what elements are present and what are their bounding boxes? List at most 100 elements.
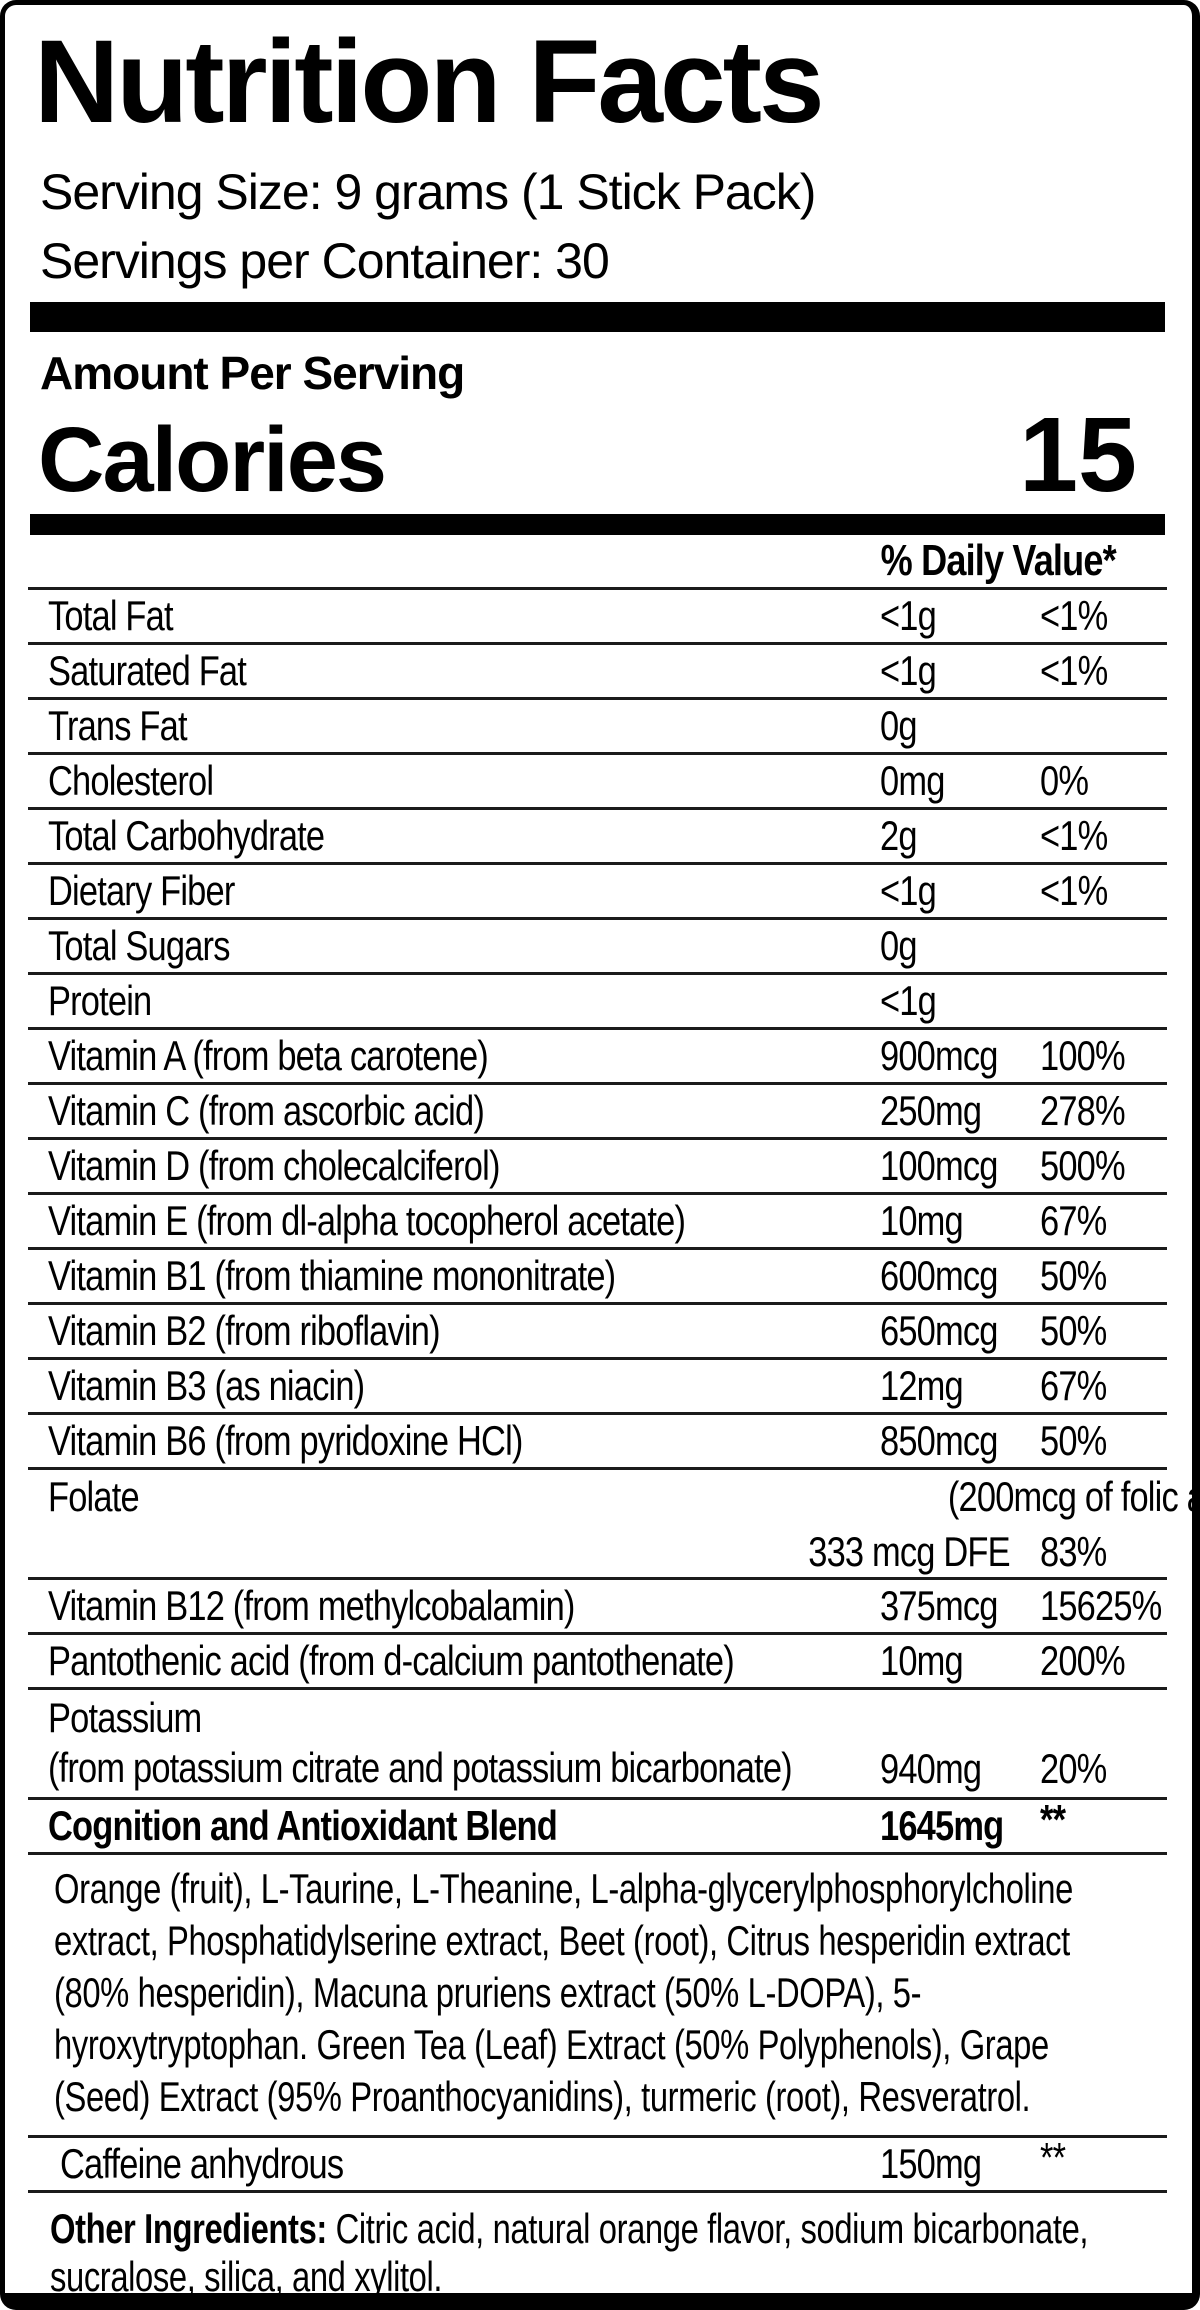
nutrient-percent: 50% <box>1040 1251 1107 1299</box>
nutrient-amount: <1g <box>880 976 937 1024</box>
nutrient-amount: 333 mcg DFE <box>808 1528 1010 1576</box>
nutrient-name: Vitamin B1 (from thiamine mononitrate) <box>48 1251 616 1299</box>
nutrient-name: Vitamin B12 (from methylcobalamin) <box>48 1581 575 1629</box>
nutrient-row: Saturated Fat <1g <1% <box>28 645 1167 700</box>
nutrient-percent <box>1040 922 1167 970</box>
nutrient-row: Folate (200mcg of folic acid) 333 mcg DFE 8… <box>28 1470 1192 1580</box>
nutrient-amount: 650mcg <box>880 1306 998 1354</box>
nutrient-amount: 900mcg <box>880 1031 998 1079</box>
nutrient-row: Vitamin A (from beta carotene) 900mcg 100% <box>28 1030 1167 1085</box>
nutrient-percent: 83% <box>1040 1528 1107 1576</box>
nutrient-amount: <1g <box>880 866 937 914</box>
nutrient-name: Vitamin B3 (as niacin) <box>48 1361 365 1409</box>
nutrient-row: Vitamin D (from cholecalciferol) 100mcg 50… <box>28 1140 1167 1195</box>
divider-bar-mid <box>30 513 1165 535</box>
nutrient-name: Cognition and Antioxidant Blend <box>48 1801 558 1849</box>
nutrient-name: Folate <box>48 1473 140 1521</box>
nutrient-amount: 150mg <box>880 2139 982 2187</box>
nutrient-percent: ** <box>1040 1795 1066 1843</box>
daily-value-header-row: % Daily Value* <box>28 535 1167 590</box>
nutrient-note: (200mcg of folic acid) <box>947 1473 1192 1521</box>
nutrient-percent: <1% <box>1040 591 1108 639</box>
nutrient-row: Vitamin B6 (from pyridoxine HCl) 850mcg 50… <box>28 1415 1167 1470</box>
nutrient-amount: 100mcg <box>880 1141 998 1189</box>
nutrient-percent <box>1040 702 1167 750</box>
nutrient-percent: 0% <box>1040 756 1089 804</box>
nutrient-percent: <1% <box>1040 646 1108 694</box>
nutrient-amount: 940mg <box>880 1745 982 1793</box>
nutrient-percent: 278% <box>1040 1086 1126 1134</box>
nutrient-name: Pantothenic acid (from d-calcium pantoth… <box>48 1636 735 1684</box>
nutrient-name: Total Fat <box>48 591 174 639</box>
nutrient-name: Saturated Fat <box>48 646 247 694</box>
nutrient-row: Vitamin B12 (from methylcobalamin) 375mcg… <box>28 1580 1167 1635</box>
nutrient-name: Caffeine anhydrous <box>60 2139 344 2187</box>
nutrient-percent: 200% <box>1040 1636 1126 1684</box>
nutrient-name: Vitamin C (from ascorbic acid) <box>48 1086 485 1134</box>
nutrient-row: Potassium (from potassium citrate and pot… <box>28 1690 1167 1800</box>
nutrient-percent: 67% <box>1040 1361 1107 1409</box>
blend-description: Orange (fruit), L-Taurine, L-Theanine, L… <box>54 1864 1073 2120</box>
nutrient-percent: 100% <box>1040 1031 1126 1079</box>
label-title: Nutrition Facts <box>34 16 825 148</box>
nutrient-row: Vitamin E (from dl-alpha tocopherol acet… <box>28 1195 1167 1250</box>
nutrient-row: Total Carbohydrate 2g <1% <box>28 810 1167 865</box>
nutrient-percent: <1% <box>1040 811 1108 859</box>
nutrient-percent: 50% <box>1040 1416 1107 1464</box>
nutrient-row: Vitamin B3 (as niacin) 12mg 67% <box>28 1360 1167 1415</box>
daily-value-header: % Daily Value* <box>880 535 1117 585</box>
nutrient-name: Vitamin B6 (from pyridoxine HCl) <box>48 1416 523 1464</box>
other-ingredients-label: Other Ingredients: <box>50 2204 327 2252</box>
nutrient-amount: 600mcg <box>880 1251 998 1299</box>
servings-per-container: Servings per Container: 30 <box>40 233 610 289</box>
serving-size: Serving Size: 9 grams (1 Stick Pack) <box>40 164 816 220</box>
nutrient-amount: 0g <box>880 701 917 749</box>
amount-per-serving-label: Amount Per Serving <box>40 347 465 399</box>
nutrient-name: Vitamin B2 (from riboflavin) <box>48 1306 441 1354</box>
facts-table: Total Fat <1g <1% Saturated Fat <1g <1% Trans … <box>28 590 1192 1855</box>
nutrient-name: Protein <box>48 976 152 1024</box>
other-ingredients-block: Other Ingredients: Citric acid, natural … <box>28 2193 1167 2293</box>
nutrient-row: Pantothenic acid (from d-calcium pantoth… <box>28 1635 1167 1690</box>
nutrient-row: Dietary Fiber <1g <1% <box>28 865 1167 920</box>
nutrient-name: Dietary Fiber <box>48 866 235 914</box>
nutrient-amount: <1g <box>880 646 937 694</box>
nutrient-row: Vitamin C (from ascorbic acid) 250mg 278% <box>28 1085 1167 1140</box>
other-ingredients: Other Ingredients: Citric acid, natural … <box>50 2204 1158 2293</box>
nutrient-percent: 15625% <box>1040 1581 1162 1629</box>
nutrient-name: Potassium (from potassium citrate and pot… <box>48 1694 793 1792</box>
nutrient-amount: 12mg <box>880 1361 964 1409</box>
nutrient-percent <box>1040 977 1167 1025</box>
nutrient-name: Vitamin D (from cholecalciferol) <box>48 1141 500 1189</box>
nutrient-percent: 50% <box>1040 1306 1107 1354</box>
nutrient-amount: 0mg <box>880 756 945 804</box>
blend-description-block: Orange (fruit), L-Taurine, L-Theanine, L… <box>28 1855 1167 2138</box>
nutrient-name: Vitamin E (from dl-alpha tocopherol acet… <box>48 1196 686 1244</box>
divider-bar-top <box>30 302 1165 332</box>
nutrient-amount: 850mcg <box>880 1416 998 1464</box>
nutrient-amount: 250mg <box>880 1086 982 1134</box>
nutrient-row: Vitamin B1 (from thiamine mononitrate) 60… <box>28 1250 1167 1305</box>
nutrient-percent: ** <box>1040 2133 1066 2181</box>
calories-label: Calories <box>38 409 387 511</box>
nutrient-row: Total Fat <1g <1% <box>28 590 1167 645</box>
nutrient-row: Vitamin B2 (from riboflavin) 650mcg 50% <box>28 1305 1167 1360</box>
nutrient-row: Cognition and Antioxidant Blend 1645mg ** <box>28 1795 1167 1855</box>
nutrient-percent: 500% <box>1040 1141 1126 1189</box>
nutrient-name: Total Sugars <box>48 921 230 969</box>
nutrient-percent: 67% <box>1040 1196 1107 1244</box>
nutrient-name: Cholesterol <box>48 756 214 804</box>
caffeine-row: Caffeine anhydrous 150mg ** <box>28 2133 1167 2193</box>
nutrient-percent: 20% <box>1040 1745 1107 1793</box>
nutrient-amount: 10mg <box>880 1636 964 1684</box>
nutrient-row: Trans Fat 0g <box>28 700 1167 755</box>
nutrient-name: Trans Fat <box>48 701 188 749</box>
nutrient-amount: 375mcg <box>880 1581 998 1629</box>
nutrient-name: Vitamin A (from beta carotene) <box>48 1031 489 1079</box>
calories-value: 15 <box>1019 396 1137 514</box>
nutrient-amount: 1645mg <box>880 1801 1004 1849</box>
nutrient-row: Cholesterol 0mg 0% <box>28 755 1167 810</box>
nutrient-percent: <1% <box>1040 866 1108 914</box>
nutrient-name: Total Carbohydrate <box>48 811 325 859</box>
